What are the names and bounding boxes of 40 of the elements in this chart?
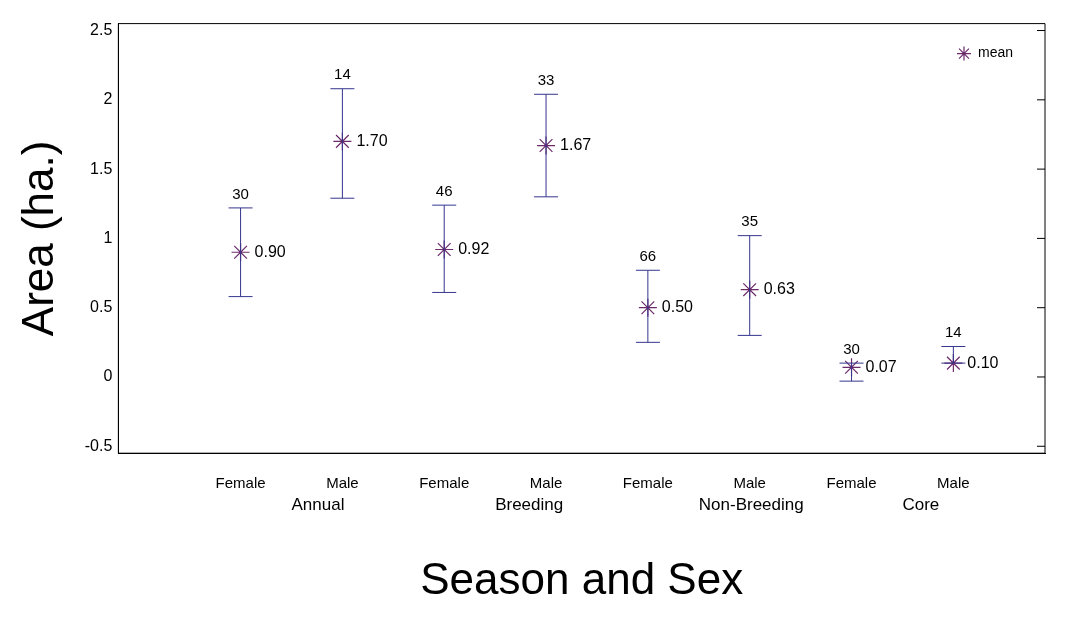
point <box>230 242 251 262</box>
legend-label: mean <box>977 44 1014 61</box>
y-tick-label: 1 <box>103 228 113 246</box>
x-tick-label: Female <box>419 474 470 492</box>
annotation: 14 <box>945 323 962 341</box>
x-tick-label: Male <box>529 474 563 492</box>
data-label: 0.07 <box>865 357 897 375</box>
data-label: 1.70 <box>356 131 388 149</box>
data-label: 1.67 <box>560 135 592 153</box>
annotation: 66 <box>639 246 657 264</box>
point <box>841 357 862 377</box>
data-label: 0.63 <box>763 280 795 298</box>
annotation: 14 <box>334 65 351 83</box>
y-tick-label: 0.5 <box>90 298 113 316</box>
data-label: 0.10 <box>967 353 999 371</box>
text: Annual <box>291 495 345 515</box>
y-tick-label: 0 <box>103 367 113 385</box>
data-label: 0.92 <box>458 239 490 257</box>
x-tick-label: Female <box>826 474 877 492</box>
annotation: 30 <box>843 339 860 357</box>
y-tick-label: -0.5 <box>84 436 113 454</box>
x-tick-label: Male <box>937 474 970 492</box>
x-tick-label: Female <box>622 474 673 492</box>
data-label: 0.90 <box>254 242 286 260</box>
y-tick-label: 1.5 <box>90 159 113 177</box>
x-tick-label: Female <box>215 474 266 492</box>
text: Core <box>902 495 940 515</box>
text: Non-Breeding <box>698 495 804 515</box>
y-tick-label: 2 <box>103 90 113 108</box>
annotation: 33 <box>537 70 555 88</box>
annotation: 35 <box>741 212 759 230</box>
y-tick-label: 2.5 <box>90 20 113 38</box>
x-tick-label: Male <box>326 474 359 492</box>
annotation: 46 <box>435 181 453 199</box>
y-axis-title: Area (ha.) <box>12 140 62 337</box>
annotation: 30 <box>232 184 249 202</box>
text: Breeding <box>495 495 564 515</box>
data-label: 0.50 <box>661 298 694 316</box>
x-axis-title: Season and Sex <box>420 553 744 603</box>
x-tick-label: Male <box>733 474 766 492</box>
